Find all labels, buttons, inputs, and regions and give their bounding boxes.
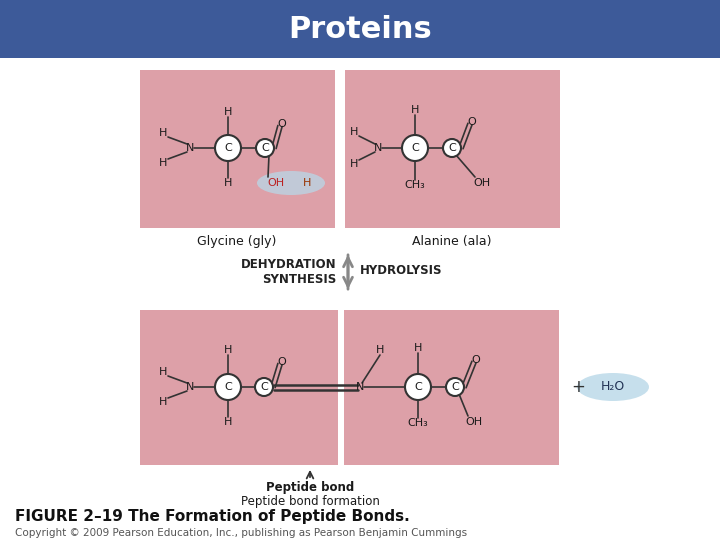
Text: C: C (411, 143, 419, 153)
Text: C: C (260, 382, 268, 392)
Text: O: O (278, 119, 287, 129)
Text: N: N (374, 143, 382, 153)
Bar (344, 310, 559, 465)
Bar (140, 310, 338, 465)
Circle shape (215, 374, 241, 400)
Text: Peptide bond: Peptide bond (266, 482, 354, 495)
Text: H: H (350, 127, 358, 137)
Text: O: O (472, 355, 480, 365)
Ellipse shape (577, 373, 649, 401)
Text: H: H (411, 105, 419, 115)
Text: N: N (356, 382, 364, 392)
Text: Glycine (gly): Glycine (gly) (197, 235, 276, 248)
Text: H: H (159, 367, 167, 377)
Circle shape (446, 378, 464, 396)
Text: +: + (571, 378, 585, 396)
Text: H: H (224, 178, 232, 188)
Text: O: O (467, 117, 477, 127)
Text: H: H (159, 158, 167, 168)
Bar (140, 70, 335, 228)
Ellipse shape (257, 171, 325, 195)
Text: C: C (261, 143, 269, 153)
Circle shape (402, 135, 428, 161)
Text: N: N (186, 143, 194, 153)
Text: DEHYDRATION
SYNTHESIS: DEHYDRATION SYNTHESIS (240, 258, 336, 286)
Text: Peptide bond formation: Peptide bond formation (240, 496, 379, 509)
Text: C: C (414, 382, 422, 392)
Text: H: H (224, 107, 232, 117)
Text: C: C (451, 382, 459, 392)
Text: H: H (303, 178, 311, 188)
Circle shape (215, 135, 241, 161)
Text: H: H (224, 417, 232, 427)
Text: H: H (376, 345, 384, 355)
Circle shape (405, 374, 431, 400)
Text: H: H (414, 343, 422, 353)
Text: Alanine (ala): Alanine (ala) (413, 235, 492, 248)
Text: CH₃: CH₃ (408, 418, 428, 428)
Text: FIGURE 2–19 The Formation of Peptide Bonds.: FIGURE 2–19 The Formation of Peptide Bon… (15, 510, 410, 524)
Text: C: C (448, 143, 456, 153)
Text: OH: OH (465, 417, 482, 427)
Text: O: O (278, 357, 287, 367)
Circle shape (256, 139, 274, 157)
Text: CH₃: CH₃ (405, 180, 426, 190)
Text: C: C (224, 382, 232, 392)
Text: OH: OH (267, 178, 284, 188)
Bar (0, 0, 720, 58)
Text: N: N (186, 382, 194, 392)
Text: Copyright © 2009 Pearson Education, Inc., publishing as Pearson Benjamin Cumming: Copyright © 2009 Pearson Education, Inc.… (15, 528, 467, 538)
Text: OH: OH (474, 178, 490, 188)
Text: H: H (159, 128, 167, 138)
Text: H: H (350, 159, 358, 169)
Text: HYDROLYSIS: HYDROLYSIS (360, 264, 443, 276)
Circle shape (255, 378, 273, 396)
Bar (345, 70, 560, 228)
Text: H: H (159, 397, 167, 407)
Text: C: C (224, 143, 232, 153)
Text: H₂O: H₂O (601, 381, 625, 394)
Text: Proteins: Proteins (288, 15, 432, 44)
Circle shape (443, 139, 461, 157)
Text: H: H (224, 345, 232, 355)
